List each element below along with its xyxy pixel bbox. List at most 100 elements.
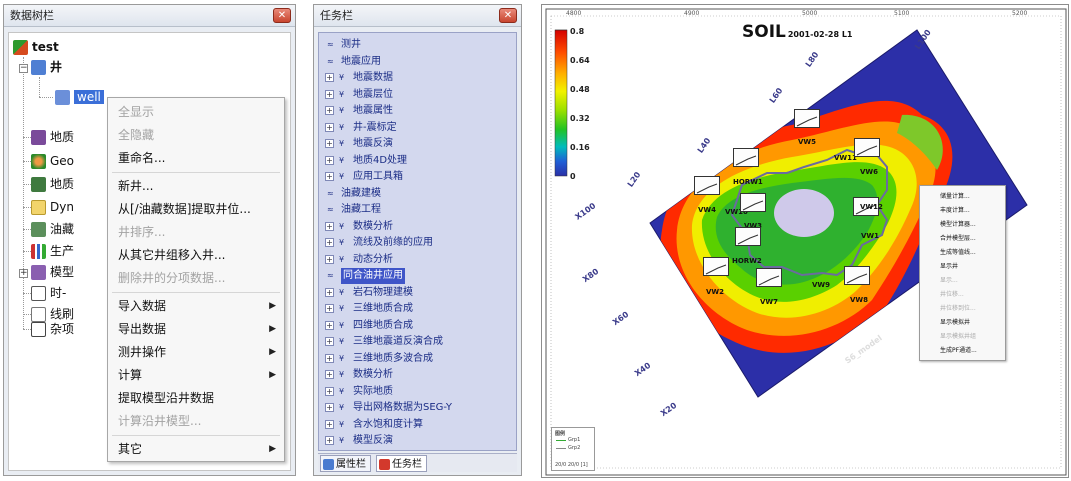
task-item[interactable]: + ¥ 四维地质合成 bbox=[319, 318, 516, 334]
menu-item-hide-all[interactable]: 全隐藏 bbox=[108, 124, 284, 146]
soil-map-view[interactable]: 0.8 0.64 0.48 0.32 0.16 0 SOIL 2001-02-28… bbox=[541, 4, 1069, 478]
well-label[interactable]: HORW1 bbox=[733, 178, 763, 186]
tree-node-geo[interactable]: Geo bbox=[31, 151, 74, 171]
map-menu-item[interactable]: 显示... bbox=[940, 277, 958, 284]
map-menu-item[interactable]: 储量计算... bbox=[940, 193, 970, 200]
task-item[interactable]: + ¥ 数模分析 bbox=[319, 219, 516, 235]
task-item[interactable]: + ¥ 实际地质 bbox=[319, 384, 516, 400]
tab-tasks[interactable]: 任务栏 bbox=[376, 455, 427, 472]
expand-toggle-icon[interactable]: + bbox=[325, 353, 334, 363]
task-item[interactable]: + ¥ 模型反演 bbox=[319, 433, 516, 449]
well-plot[interactable] bbox=[854, 138, 880, 157]
well-plot[interactable] bbox=[844, 266, 870, 285]
menu-item-extract-model-along-well[interactable]: 提取模型沿井数据 bbox=[108, 387, 284, 409]
menu-item-other[interactable]: 其它 ▶ bbox=[108, 438, 284, 460]
tab-properties[interactable]: 属性栏 bbox=[320, 455, 371, 472]
tree-node-line[interactable]: 线刷 bbox=[31, 304, 74, 324]
expand-toggle-icon[interactable]: + bbox=[325, 403, 334, 412]
tree-node-model[interactable]: 模型 bbox=[31, 262, 74, 282]
map-menu-item[interactable]: 合并模型层... bbox=[940, 235, 976, 242]
well-plot[interactable] bbox=[794, 109, 820, 128]
menu-item-logging-operations[interactable]: 测井操作 ▶ bbox=[108, 341, 284, 363]
task-item[interactable]: + ¥ 导出网格数据为SEG-Y bbox=[319, 400, 516, 416]
tree-node-misc[interactable]: 杂项 bbox=[31, 319, 74, 339]
map-menu-item[interactable]: 显示模拟井 bbox=[940, 319, 971, 326]
tree-node-time[interactable]: 时- bbox=[31, 283, 66, 303]
menu-item-move-wells[interactable]: 从其它井组移入井... bbox=[108, 244, 284, 266]
task-item[interactable]: + ¥ 三维地质多波合成 bbox=[319, 351, 516, 367]
expand-toggle-icon[interactable]: + bbox=[325, 320, 334, 330]
tree-node-wells[interactable]: 井 bbox=[31, 57, 62, 77]
menu-item-import-data[interactable]: 导入数据 ▶ bbox=[108, 295, 284, 317]
map-menu-item[interactable]: 生成等值线... bbox=[940, 249, 976, 256]
map-menu-item[interactable]: 井位移到位... bbox=[940, 305, 976, 312]
expand-toggle-icon[interactable]: + bbox=[325, 337, 334, 346]
well-label[interactable]: VW6 bbox=[860, 168, 879, 176]
map-menu-item[interactable]: 显示模拟井组 bbox=[940, 333, 977, 340]
well-label[interactable]: VW12 bbox=[860, 203, 883, 211]
well-plot[interactable] bbox=[703, 257, 729, 276]
menu-item-export-data[interactable]: 导出数据 ▶ bbox=[108, 318, 284, 340]
well-plot[interactable] bbox=[740, 193, 766, 212]
expand-toggle-icon[interactable]: + bbox=[325, 122, 334, 132]
tree-node-well[interactable]: well bbox=[55, 87, 104, 107]
tree-panel-close-button[interactable]: ✕ bbox=[273, 8, 291, 23]
tree-node-reservoir[interactable]: 油藏 bbox=[31, 219, 74, 239]
well-label[interactable]: VW3 bbox=[744, 222, 763, 230]
expand-toggle-icon[interactable]: + bbox=[325, 106, 334, 115]
task-item[interactable]: + ¥ 数模分析 bbox=[319, 367, 516, 383]
menu-item-compute-model-along-well[interactable]: 计算沿井模型... bbox=[108, 410, 284, 432]
expand-toggle-icon[interactable]: + bbox=[325, 221, 334, 231]
task-item[interactable]: + ¥ 三维地质合成 bbox=[319, 301, 516, 317]
tree-node-production[interactable]: 生产 bbox=[31, 241, 74, 261]
task-item[interactable]: + ¥ 三维地震道反演合成 bbox=[319, 334, 516, 350]
expand-toggle-icon[interactable]: + bbox=[325, 73, 334, 82]
menu-item-show-all[interactable]: 全显示 bbox=[108, 101, 284, 123]
expand-toggle-icon[interactable]: + bbox=[325, 370, 334, 379]
tree-node-geology[interactable]: 地质 bbox=[31, 127, 74, 147]
expand-toggle-icon[interactable]: + bbox=[325, 304, 334, 313]
task-panel-close-button[interactable]: ✕ bbox=[499, 8, 517, 23]
well-label[interactable]: VW7 bbox=[760, 298, 779, 306]
map-menu-item[interactable]: 丰度计算... bbox=[940, 207, 970, 214]
menu-item-extract-well-locations[interactable]: 从[/油藏数据]提取井位... bbox=[108, 198, 284, 220]
map-menu-item[interactable]: 模型计算器... bbox=[940, 221, 976, 228]
well-plot[interactable] bbox=[853, 197, 879, 216]
expand-toggle-icon[interactable]: + bbox=[325, 436, 334, 445]
menu-item-new-well[interactable]: 新井... bbox=[108, 175, 284, 197]
expand-toggle-icon[interactable]: + bbox=[325, 89, 334, 99]
task-panel-titlebar[interactable]: 任务栏 ✕ bbox=[314, 5, 521, 27]
task-item[interactable]: ≈ 油藏建模 bbox=[319, 186, 516, 202]
well-label[interactable]: VW9 bbox=[812, 281, 831, 289]
task-item[interactable]: + ¥ 流线及前缘的应用 bbox=[319, 235, 516, 251]
expand-toggle-icon[interactable]: + bbox=[325, 254, 334, 264]
menu-item-sort-wells[interactable]: 井排序... bbox=[108, 221, 284, 243]
well-label[interactable]: HORW2 bbox=[732, 257, 762, 265]
tree-node-dyn[interactable]: Dyn bbox=[31, 197, 74, 217]
map-menu-item[interactable]: 生成PF通道... bbox=[940, 347, 977, 354]
task-item[interactable]: + ¥ 动态分析 bbox=[319, 252, 516, 268]
task-item[interactable]: + ¥ 含水饱和度计算 bbox=[319, 417, 516, 433]
menu-item-delete-well-data[interactable]: 删除井的分项数据... bbox=[108, 267, 284, 289]
well-label[interactable]: VW10 bbox=[725, 208, 748, 216]
task-item[interactable]: ≈ 测井 bbox=[319, 37, 516, 53]
task-item[interactable]: ≈ 地震应用 bbox=[319, 54, 516, 70]
menu-item-calculate[interactable]: 计算 ▶ bbox=[108, 364, 284, 386]
map-menu-item[interactable]: 井位移... bbox=[940, 291, 964, 298]
well-plot[interactable] bbox=[735, 227, 761, 246]
task-item[interactable]: + ¥ 地震属性 bbox=[319, 103, 516, 119]
map-menu-item[interactable]: 显示井 bbox=[940, 263, 959, 270]
expand-toggle-icon[interactable]: + bbox=[325, 386, 334, 396]
tree-collapse-toggle[interactable]: − bbox=[19, 63, 28, 73]
well-label[interactable]: VW5 bbox=[798, 138, 817, 146]
tree-root[interactable]: test bbox=[13, 37, 59, 57]
well-label[interactable]: VW11 bbox=[834, 154, 857, 162]
well-label[interactable]: VW4 bbox=[698, 206, 717, 214]
task-item[interactable]: + ¥ 岩石物理建模 bbox=[319, 285, 516, 301]
task-item[interactable]: + ¥ 地质4D处理 bbox=[319, 153, 516, 169]
tree-node-geology-model[interactable]: 地质 bbox=[31, 174, 74, 194]
tree-expand-toggle[interactable]: + bbox=[19, 268, 28, 278]
task-item[interactable]: ≈ 油藏工程 bbox=[319, 202, 516, 218]
task-item[interactable]: + ¥ 应用工具箱 bbox=[319, 169, 516, 185]
tree-panel-titlebar[interactable]: 数据树栏 ✕ bbox=[4, 5, 295, 27]
